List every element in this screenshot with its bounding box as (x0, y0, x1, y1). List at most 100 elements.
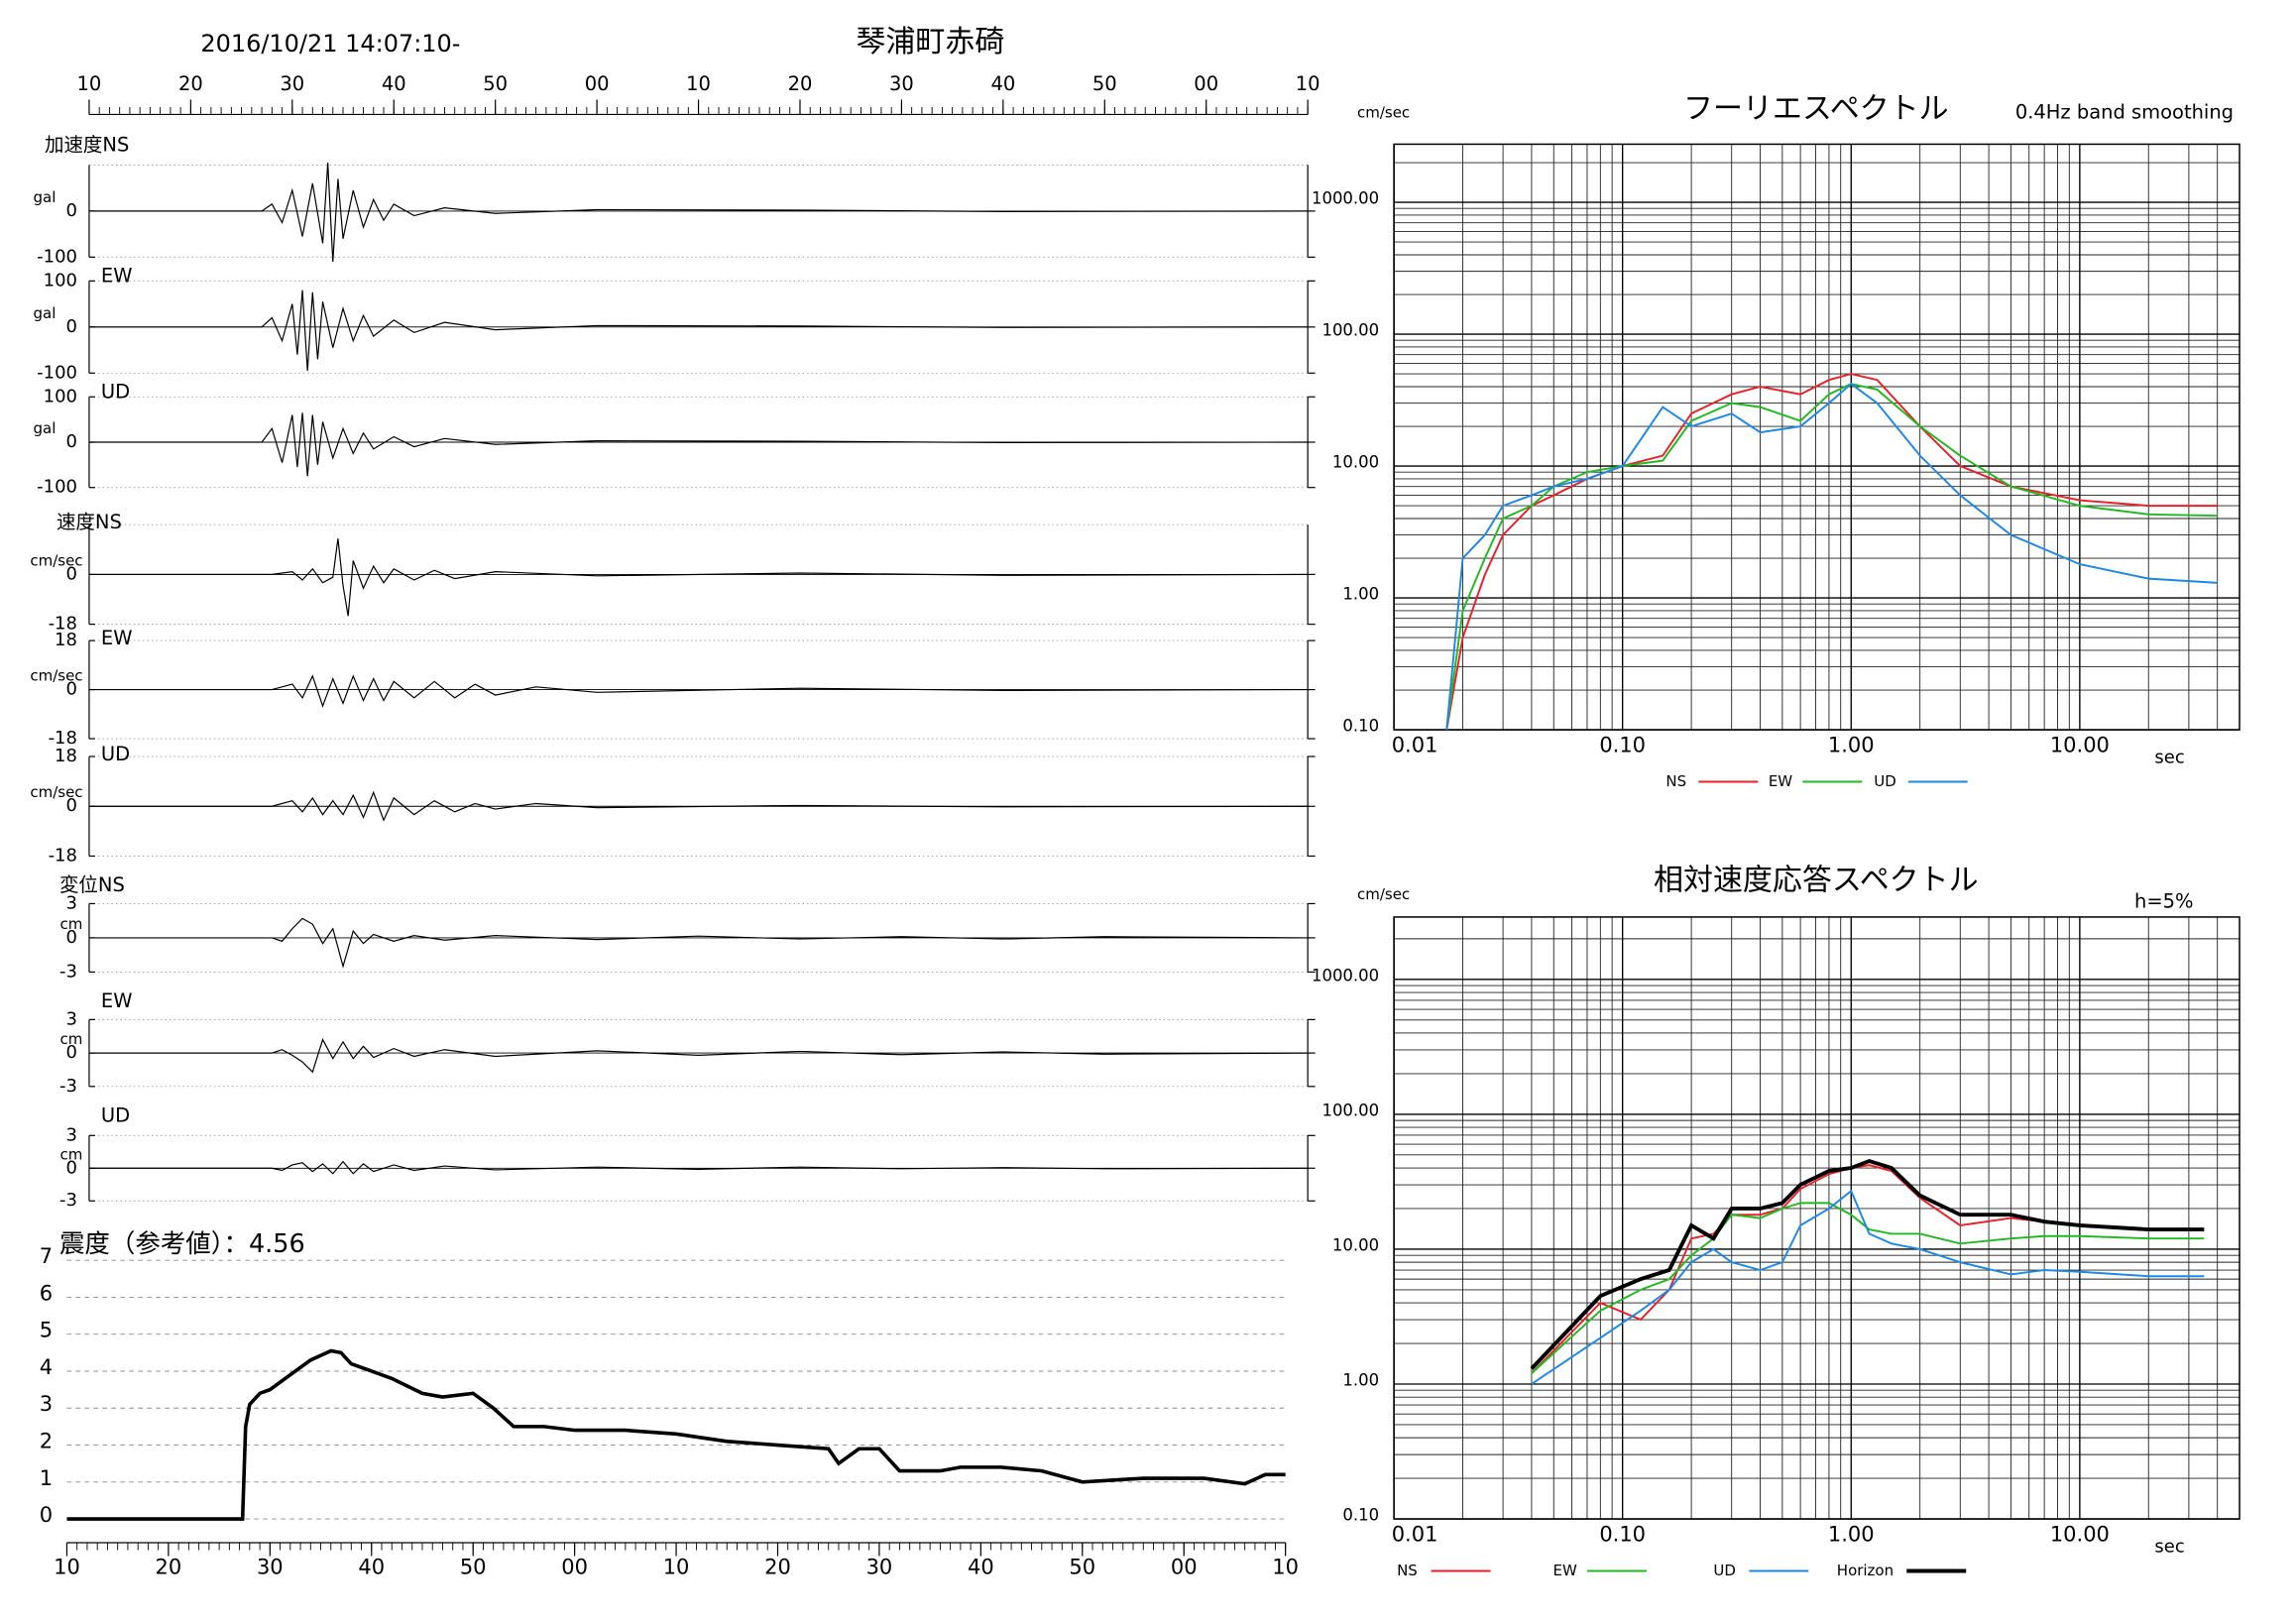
x-tick-label: 10 (54, 1556, 80, 1579)
x-tick-label: 0.10 (1599, 1523, 1646, 1547)
y-tick-label: 6 (40, 1281, 53, 1305)
x-tick-label: 10 (663, 1556, 690, 1579)
x-tick-label: 00 (1171, 1556, 1198, 1579)
y-tick-label: -18 (49, 614, 77, 635)
waveform-line (88, 1038, 1309, 1074)
y-tick-label: 100 (44, 386, 77, 406)
y-tick-label: 0 (66, 431, 77, 452)
y-tick-label: -100 (37, 246, 77, 267)
x-tick-label: 50 (1069, 1556, 1095, 1579)
unit-label: cm/sec (30, 551, 82, 569)
x-axis-label: sec (2154, 1537, 2184, 1558)
chart-title: 震度（参考値）：4.56 (59, 1229, 305, 1259)
x-tick-label: 00 (585, 72, 610, 95)
y-tick-label: 5 (40, 1319, 53, 1342)
unit-label: cm (60, 1030, 83, 1048)
y-tick-label: 0 (40, 1503, 53, 1527)
y-tick-label: -3 (59, 1076, 77, 1097)
panel-label: UD (101, 743, 130, 765)
y-tick-label: 7 (40, 1244, 53, 1268)
panel-label: 加速度NS (45, 133, 129, 156)
x-tick-label: 1.00 (1828, 1523, 1875, 1547)
y-tick-label: 0 (66, 795, 77, 816)
x-tick-label: 10 (1296, 72, 1320, 95)
series-line (1445, 373, 2218, 731)
waveform-line (88, 538, 1309, 617)
y-tick-label: 18 (55, 746, 77, 766)
legend-label: EW (1552, 1562, 1576, 1579)
waveform-line (88, 412, 1309, 477)
intensity-line (66, 1348, 1286, 1521)
unit-label: gal (34, 188, 57, 206)
legend-label: UD (1713, 1562, 1736, 1579)
y-tick-label: -3 (59, 961, 77, 982)
series-line (1531, 1202, 2205, 1374)
y-tick-label: 0.10 (1342, 717, 1379, 736)
panel-label: 変位NS (59, 873, 125, 896)
x-tick-label: 30 (889, 72, 914, 95)
y-axis-unit: cm/sec (1357, 885, 1410, 903)
waveform-line (88, 674, 1309, 708)
unit-label: cm/sec (30, 667, 82, 685)
waveform-line (88, 790, 1309, 822)
waveform-line (88, 163, 1309, 263)
x-tick-label: 00 (1194, 72, 1218, 95)
station-title: 琴浦町赤碕 (856, 25, 1004, 59)
chart-subtitle: 0.4Hz band smoothing (2015, 100, 2234, 123)
y-tick-label: 1 (40, 1466, 53, 1490)
panel-label: UD (101, 1103, 130, 1126)
unit-label: cm (60, 915, 83, 933)
y-tick-label: -100 (37, 362, 77, 383)
y-tick-label: 1.00 (1342, 585, 1379, 604)
y-tick-label: 1000.00 (1312, 189, 1379, 208)
legend-label: NS (1665, 772, 1686, 790)
y-tick-label: -18 (49, 845, 77, 866)
y-tick-label: 0 (66, 200, 77, 221)
x-tick-label: 20 (156, 1556, 182, 1579)
x-tick-label: 50 (1092, 72, 1117, 95)
y-tick-label: 100.00 (1321, 1101, 1379, 1119)
y-tick-label: 3 (66, 1008, 77, 1029)
series-line (1531, 1164, 2205, 1374)
plot-frame (1393, 143, 2240, 731)
y-tick-label: 0 (66, 563, 77, 584)
x-tick-label: 1.00 (1828, 734, 1875, 757)
series-line (1530, 1159, 2205, 1370)
y-tick-label: 18 (55, 630, 77, 650)
y-tick-label: -100 (37, 477, 77, 498)
x-tick-label: 20 (764, 1556, 791, 1579)
x-tick-label: 0.01 (1392, 734, 1438, 757)
y-tick-label: 4 (40, 1355, 53, 1379)
y-tick-label: 1000.00 (1312, 966, 1379, 985)
y-tick-label: -3 (59, 1190, 77, 1211)
chart-title: 相対速度応答スペクトル (1654, 863, 1979, 897)
legend-label: EW (1769, 772, 1792, 790)
x-tick-label: 50 (460, 1556, 487, 1579)
panel-label: EW (101, 627, 133, 649)
datetime: 2016/10/21 14:07:10- (200, 30, 460, 58)
panel-label: EW (101, 989, 133, 1012)
y-tick-label: 0 (66, 1042, 77, 1063)
x-tick-label: 30 (866, 1556, 893, 1579)
unit-label: gal (34, 419, 57, 437)
y-tick-label: 1.00 (1342, 1370, 1379, 1389)
y-tick-label: -18 (49, 728, 77, 749)
series-line (1531, 1189, 2205, 1385)
legend-label: UD (1874, 772, 1896, 790)
y-tick-label: 3 (40, 1392, 53, 1416)
y-tick-label: 0 (66, 316, 77, 337)
y-tick-label: 3 (66, 892, 77, 913)
waveform-line (88, 917, 1309, 969)
legend-label: Horizon (1837, 1562, 1894, 1579)
panel-label: EW (101, 264, 133, 287)
x-tick-label: 10.00 (2050, 1523, 2110, 1547)
x-tick-label: 10.00 (2050, 734, 2110, 757)
y-tick-label: 2 (40, 1430, 53, 1453)
x-tick-label: 00 (561, 1556, 588, 1579)
y-tick-label: 0.10 (1342, 1506, 1379, 1525)
chart-subtitle: h=5% (2134, 889, 2194, 912)
y-tick-label: 0 (66, 1157, 77, 1178)
unit-label: cm (60, 1145, 83, 1163)
